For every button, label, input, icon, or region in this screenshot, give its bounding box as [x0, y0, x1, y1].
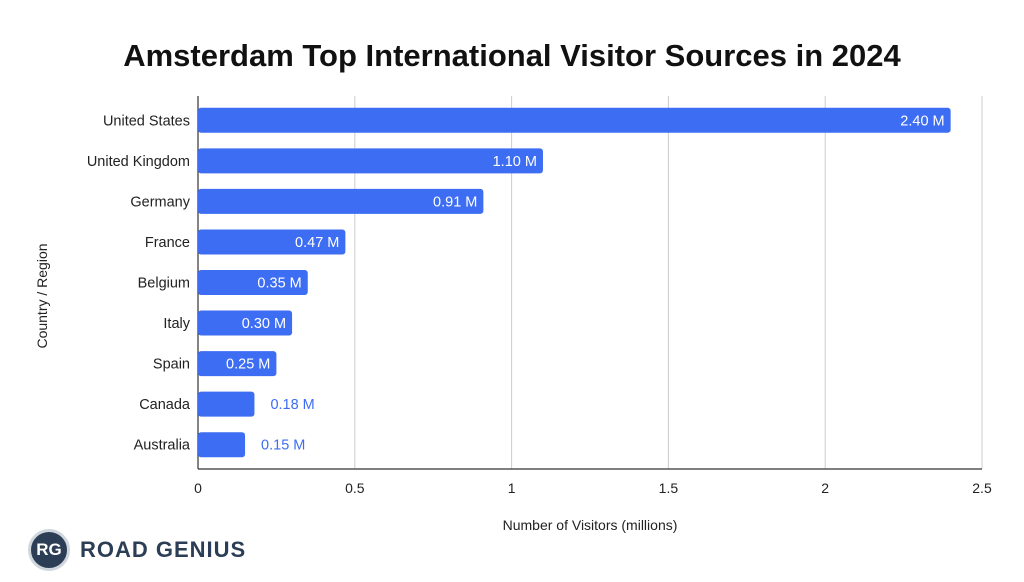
data-label: 0.47 M	[295, 235, 339, 251]
chart-title: Amsterdam Top International Visitor Sour…	[123, 38, 901, 73]
bar	[198, 148, 543, 174]
data-label: 0.91 M	[433, 194, 477, 210]
x-tick-label: 1	[508, 480, 516, 496]
category-label: United States	[103, 113, 190, 129]
data-label: 1.10 M	[493, 154, 537, 170]
x-tick-label: 2.5	[972, 480, 992, 496]
bar	[198, 351, 277, 377]
x-tick-label: 0	[194, 480, 202, 496]
bars	[198, 107, 951, 458]
category-label: Australia	[134, 438, 191, 454]
bar	[198, 270, 308, 295]
bar	[198, 310, 293, 336]
labels: 0 0.5 1 1.5 2 2.5 United States 2.40 M United Ki…	[87, 113, 992, 496]
category-label: Belgium	[138, 276, 190, 292]
data-label: 0.35 M	[257, 276, 301, 292]
category-label: Spain	[153, 357, 190, 373]
category-label: United Kingdom	[87, 154, 190, 170]
bar	[198, 188, 484, 214]
data-label: 0.15 M	[261, 438, 305, 454]
x-tick-label: 2	[821, 480, 829, 496]
data-label: 0.30 M	[242, 316, 286, 332]
x-tick-label: 1.5	[659, 480, 679, 496]
bar	[198, 432, 246, 458]
data-label: 2.40 M	[900, 113, 944, 129]
brand-logo: RG ROAD GENIUS	[28, 528, 246, 572]
bar	[198, 107, 951, 133]
bar	[198, 229, 346, 255]
category-label: Italy	[163, 316, 190, 332]
data-label: 0.18 M	[270, 397, 314, 413]
x-axis-title: Number of Visitors (millions)	[503, 517, 678, 533]
category-label: Canada	[139, 397, 191, 413]
category-label: Germany	[130, 194, 190, 210]
logo-text: ROAD GENIUS	[80, 537, 247, 562]
x-tick-label: 0.5	[345, 480, 365, 496]
bar	[198, 391, 255, 417]
y-axis-title: Country / Region	[34, 243, 50, 348]
data-label: 0.25 M	[226, 357, 270, 373]
logo-badge-icon: RG	[28, 529, 70, 571]
category-label: France	[145, 235, 190, 251]
